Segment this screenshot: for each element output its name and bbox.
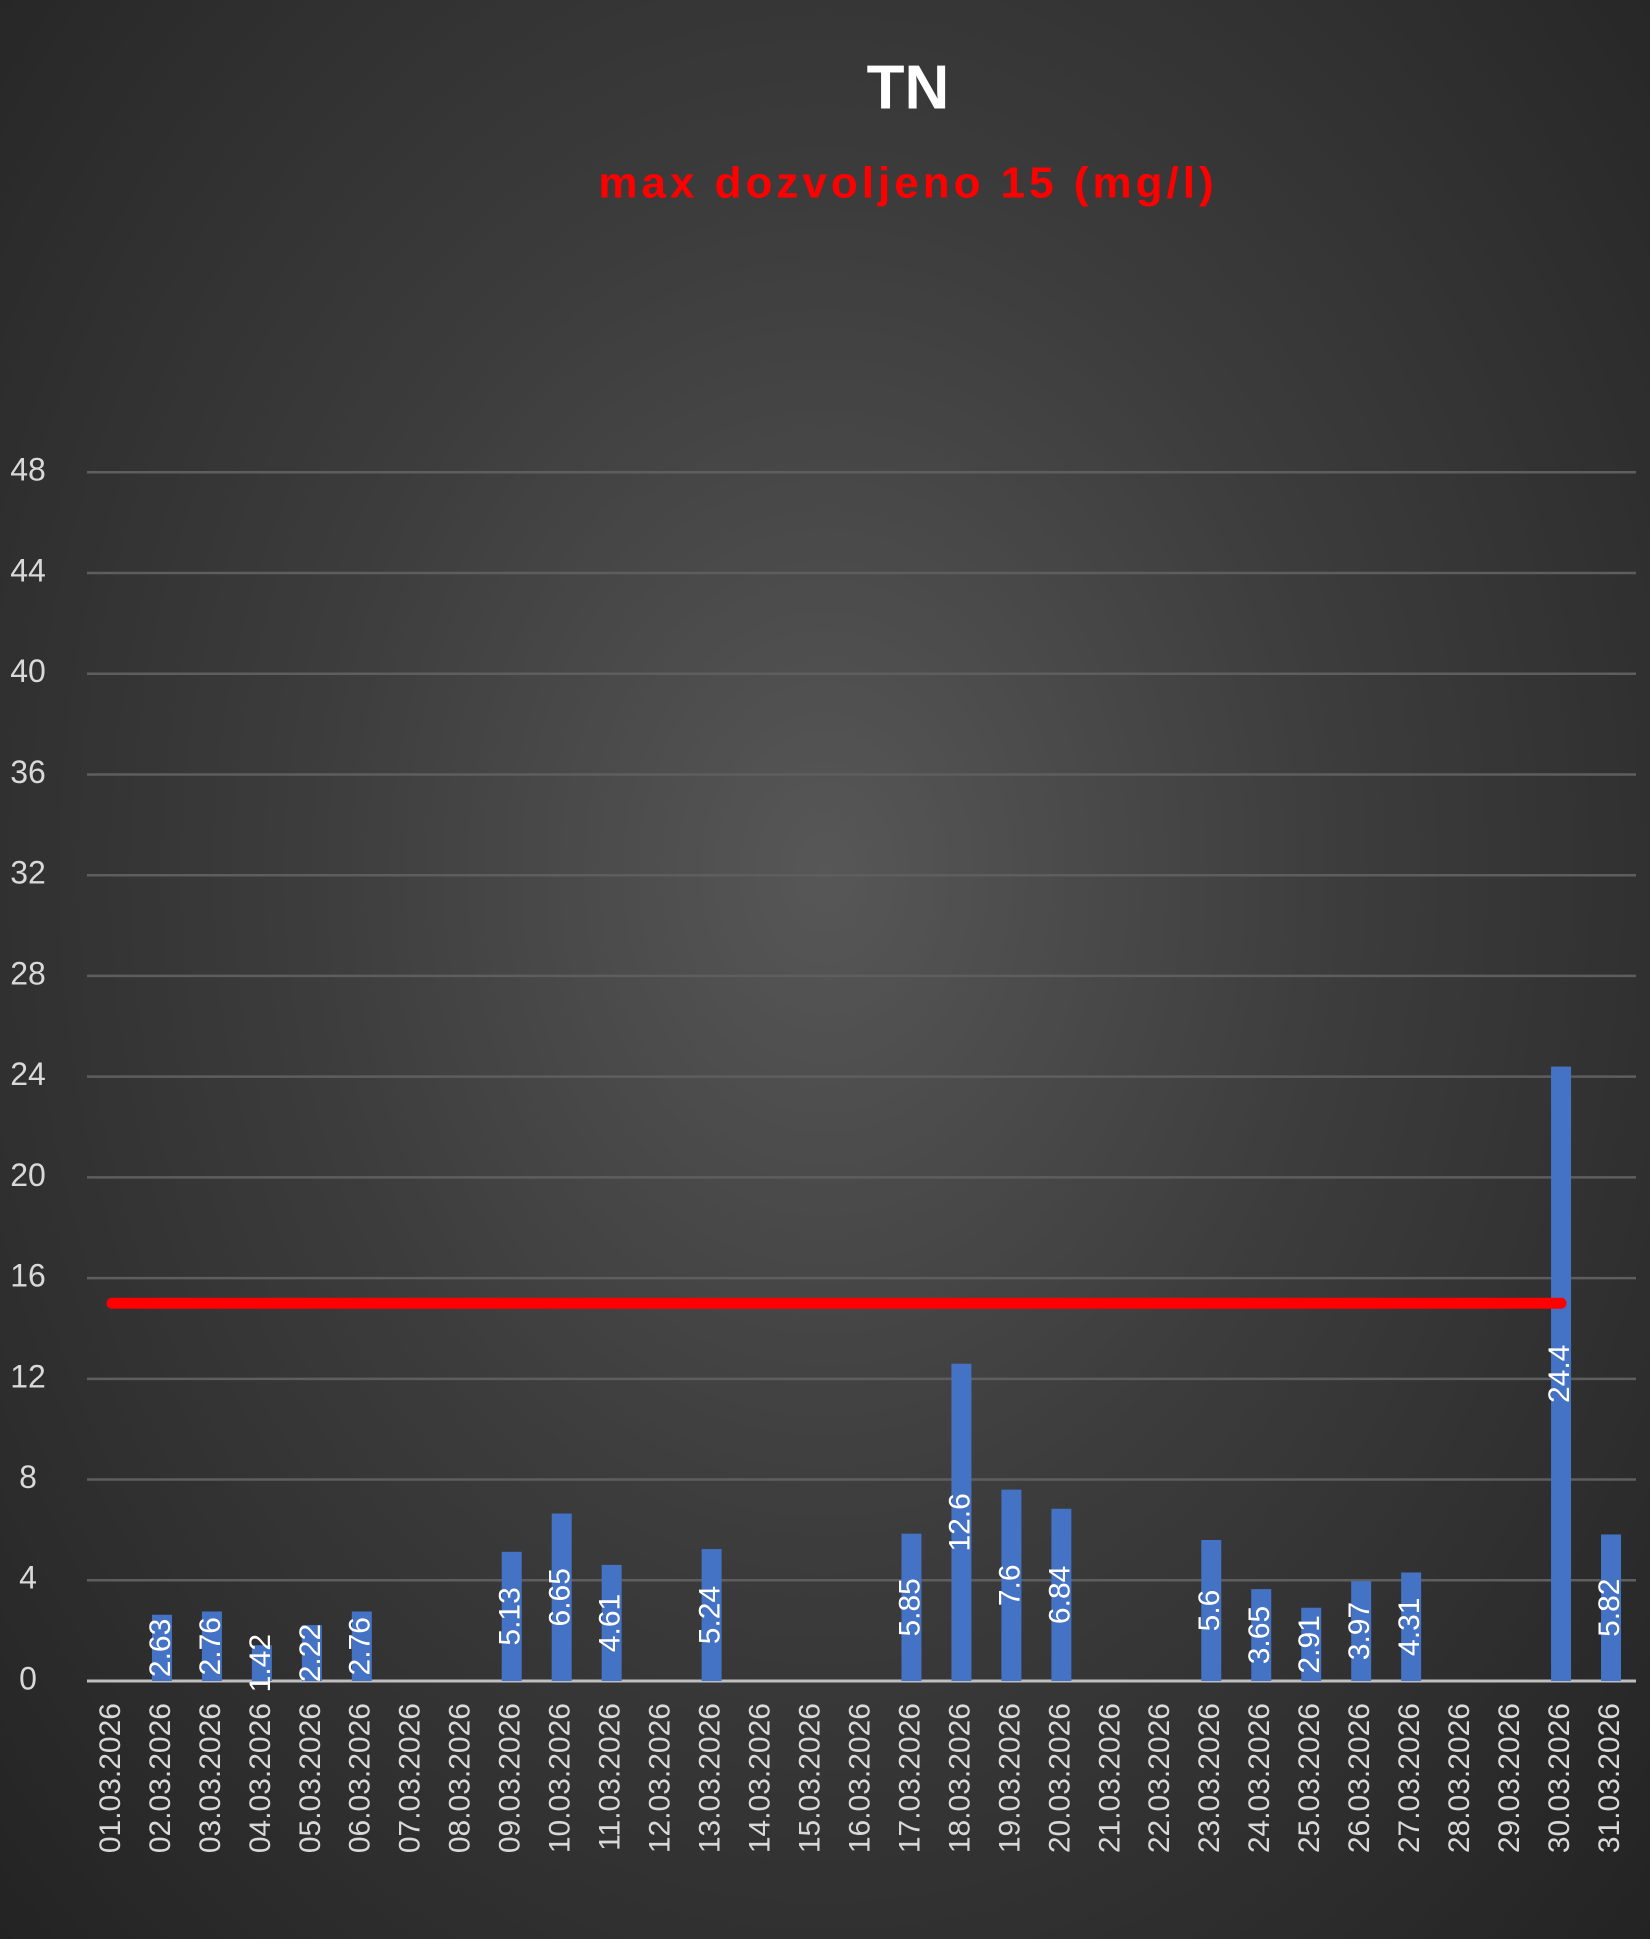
data-label: 1.42 xyxy=(244,1634,277,1692)
y-tick-label: 24 xyxy=(10,1056,46,1092)
data-label: 5.6 xyxy=(1193,1590,1226,1632)
y-tick-label: 12 xyxy=(10,1358,46,1394)
x-tick-label: 13.03.2026 xyxy=(694,1703,727,1853)
x-tick-label: 14.03.2026 xyxy=(743,1703,776,1853)
bar xyxy=(1201,1539,1222,1681)
y-tick-label: 48 xyxy=(10,452,46,488)
x-tick-label: 12.03.2026 xyxy=(644,1703,677,1853)
y-tick-label: 4 xyxy=(19,1560,37,1596)
chart-subtitle: max dozvoljeno 15 (mg/l) xyxy=(598,159,1217,208)
bar xyxy=(251,1645,272,1681)
bar xyxy=(501,1551,522,1681)
x-tick-label: 30.03.2026 xyxy=(1543,1703,1576,1853)
bar xyxy=(1051,1508,1072,1681)
bar xyxy=(701,1549,722,1681)
x-tick-label: 17.03.2026 xyxy=(893,1703,926,1853)
x-tick-label: 28.03.2026 xyxy=(1443,1703,1476,1853)
bar xyxy=(901,1533,922,1681)
data-label: 2.76 xyxy=(194,1617,227,1675)
data-label: 5.82 xyxy=(1593,1579,1626,1637)
bar xyxy=(1601,1534,1622,1681)
x-tick-label: 22.03.2026 xyxy=(1143,1703,1176,1853)
bar xyxy=(601,1564,622,1681)
data-label: 3.97 xyxy=(1343,1602,1376,1660)
y-tick-label: 28 xyxy=(10,955,46,991)
x-tick-label: 23.03.2026 xyxy=(1193,1703,1226,1853)
y-tick-label: 32 xyxy=(10,855,46,891)
data-label: 2.22 xyxy=(294,1624,327,1682)
data-label: 3.65 xyxy=(1243,1606,1276,1664)
x-tick-label: 11.03.2026 xyxy=(594,1703,627,1851)
data-label: 5.24 xyxy=(694,1586,727,1644)
data-label: 2.63 xyxy=(144,1619,177,1677)
bar xyxy=(551,1513,572,1681)
x-tick-label: 15.03.2026 xyxy=(793,1703,826,1853)
data-label: 2.76 xyxy=(344,1617,377,1675)
bar xyxy=(951,1363,972,1681)
bar xyxy=(201,1611,222,1681)
bar xyxy=(1301,1607,1322,1681)
data-label: 24.4 xyxy=(1543,1345,1576,1403)
x-tick-label: 08.03.2026 xyxy=(444,1703,477,1853)
bar xyxy=(1251,1589,1272,1681)
bar xyxy=(151,1614,172,1681)
bar xyxy=(1001,1489,1022,1681)
data-label: 7.6 xyxy=(993,1564,1026,1606)
x-tick-label: 27.03.2026 xyxy=(1393,1703,1426,1853)
x-tick-label: 19.03.2026 xyxy=(993,1703,1026,1853)
data-label: 4.61 xyxy=(594,1594,627,1652)
bar xyxy=(1401,1572,1422,1681)
bar xyxy=(301,1625,322,1681)
x-tick-label: 09.03.2026 xyxy=(494,1703,527,1853)
x-tick-label: 20.03.2026 xyxy=(1043,1703,1076,1853)
chart-title: TN xyxy=(867,53,950,122)
x-tick-label: 07.03.2026 xyxy=(394,1703,427,1853)
data-label: 6.65 xyxy=(544,1568,577,1626)
y-tick-label: 0 xyxy=(19,1660,37,1696)
x-tick-label: 16.03.2026 xyxy=(843,1703,876,1853)
y-tick-label: 8 xyxy=(19,1459,37,1495)
data-label: 6.84 xyxy=(1043,1566,1076,1624)
x-tick-label: 26.03.2026 xyxy=(1343,1703,1376,1853)
x-tick-label: 18.03.2026 xyxy=(943,1703,976,1853)
bar xyxy=(351,1611,372,1681)
data-label: 12.6 xyxy=(943,1493,976,1551)
y-tick-label: 36 xyxy=(10,754,46,790)
x-tick-label: 02.03.2026 xyxy=(144,1703,177,1853)
x-tick-label: 01.03.2026 xyxy=(94,1703,127,1853)
y-tick-label: 20 xyxy=(10,1157,46,1193)
data-label: 2.91 xyxy=(1293,1615,1326,1673)
x-tick-label: 03.03.2026 xyxy=(194,1703,227,1853)
x-tick-label: 24.03.2026 xyxy=(1243,1703,1276,1853)
bar xyxy=(1551,1066,1572,1681)
y-tick-label: 40 xyxy=(10,653,46,689)
x-tick-label: 25.03.2026 xyxy=(1293,1703,1326,1853)
data-label: 5.85 xyxy=(893,1578,926,1636)
bar xyxy=(1351,1581,1372,1681)
x-tick-label: 21.03.2026 xyxy=(1093,1703,1126,1853)
data-label: 5.13 xyxy=(494,1587,527,1645)
x-tick-label: 29.03.2026 xyxy=(1493,1703,1526,1853)
data-label: 4.31 xyxy=(1393,1598,1426,1656)
x-tick-label: 31.03.2026 xyxy=(1593,1703,1626,1853)
y-tick-label: 16 xyxy=(10,1258,46,1294)
x-tick-label: 05.03.2026 xyxy=(294,1703,327,1853)
x-tick-label: 06.03.2026 xyxy=(344,1703,377,1853)
x-tick-label: 04.03.2026 xyxy=(244,1703,277,1853)
y-tick-label: 44 xyxy=(10,552,46,588)
x-tick-label: 10.03.2026 xyxy=(544,1703,577,1853)
